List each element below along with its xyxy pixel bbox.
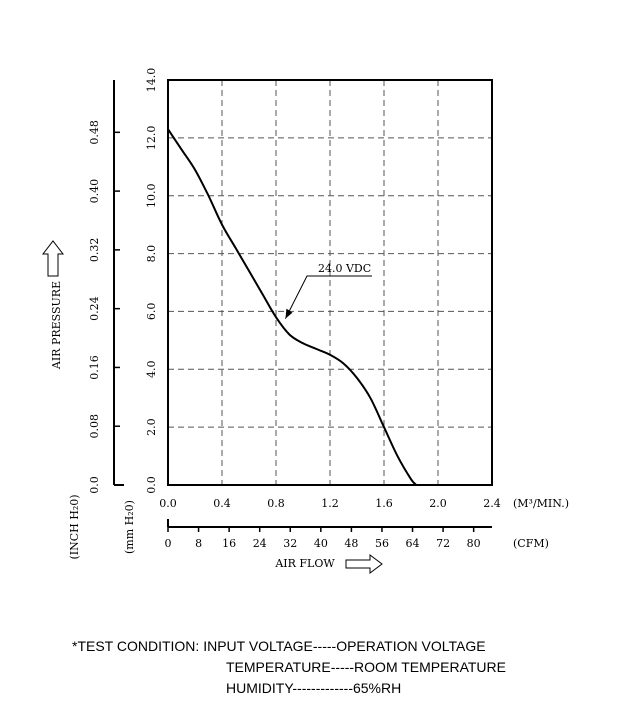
axes: 0.02.04.06.08.010.012.014.00.00.080.160.… <box>88 68 501 550</box>
y-primary-tick-label: 14.0 <box>145 68 158 93</box>
performance-chart: 0.02.04.06.08.010.012.014.00.00.080.160.… <box>41 68 569 574</box>
y-secondary-tick-label: 0.08 <box>88 414 101 439</box>
x-secondary-tick-label: 40 <box>314 537 328 550</box>
x-secondary-tick-label: 24 <box>253 537 267 550</box>
x-primary-tick-label: 1.6 <box>375 497 393 510</box>
grid-lines <box>168 80 492 485</box>
x-secondary-tick-label: 80 <box>467 537 481 550</box>
x-secondary-tick-label: 16 <box>222 537 236 550</box>
axis-labels: (M³/MIN.) (CFM) AIR FLOW AIR PRESSURE (mm H₂… <box>41 240 569 574</box>
plot-frame <box>167 79 493 486</box>
x-primary-unit-label: (M³/MIN.) <box>513 497 569 510</box>
annotation-label: 24.0 VDC <box>318 262 371 275</box>
x-secondary-unit-label: (CFM) <box>513 537 549 550</box>
y-primary-tick-label: 0.0 <box>145 476 158 494</box>
x-secondary-tick-label: 32 <box>283 537 297 550</box>
y-axis-arrow-icon <box>41 240 65 277</box>
x-secondary-tick-label: 64 <box>406 537 420 550</box>
y-primary-tick-label: 12.0 <box>145 126 158 151</box>
y-secondary-tick-label: 0.0 <box>88 476 101 494</box>
y-secondary-tick-label: 0.16 <box>88 355 101 380</box>
y-secondary-unit-label: (INCH H₂0) <box>68 494 81 559</box>
y-primary-tick-label: 10.0 <box>145 183 158 208</box>
y-secondary-tick-label: 0.48 <box>88 120 101 145</box>
y-axis-title: AIR PRESSURE <box>50 281 63 370</box>
x-secondary-tick-label: 0 <box>165 537 172 550</box>
test-condition-line-3: HUMIDITY-------------65%RH <box>226 680 402 696</box>
x-axis-title: AIR FLOW <box>274 557 335 570</box>
y-secondary-tick-label: 0.40 <box>88 179 101 204</box>
annotation-arrowhead <box>285 308 293 319</box>
y-primary-unit-label: (mm H₂0) <box>123 500 136 554</box>
test-condition-line-2: TEMPERATURE-----ROOM TEMPERATURE <box>226 659 506 675</box>
y-secondary-tick-label: 0.32 <box>88 238 101 263</box>
x-secondary-tick-label: 72 <box>436 537 450 550</box>
x-primary-tick-label: 2.4 <box>483 497 501 510</box>
x-primary-tick-label: 2.0 <box>429 497 447 510</box>
test-condition-line-1: *TEST CONDITION: INPUT VOLTAGE-----OPERA… <box>72 638 486 654</box>
y-primary-tick-label: 6.0 <box>145 303 158 321</box>
x-primary-tick-label: 0.8 <box>267 497 285 510</box>
annotation-leader-line <box>285 275 372 319</box>
x-primary-tick-label: 0.0 <box>159 497 177 510</box>
x-secondary-tick-label: 56 <box>375 537 389 550</box>
x-secondary-tick-label: 48 <box>344 537 358 550</box>
y-primary-tick-label: 4.0 <box>145 361 158 379</box>
x-secondary-tick-label: 8 <box>195 537 202 550</box>
y-primary-tick-label: 8.0 <box>145 245 158 262</box>
x-primary-tick-label: 1.2 <box>321 497 339 510</box>
x-axis-arrow-icon <box>345 554 383 574</box>
series-line-24vdc <box>167 128 418 486</box>
y-primary-tick-label: 2.0 <box>145 418 158 436</box>
x-primary-tick-label: 0.4 <box>213 497 231 510</box>
series-group: 24.0 VDC <box>167 128 418 486</box>
y-secondary-tick-label: 0.24 <box>88 296 101 321</box>
